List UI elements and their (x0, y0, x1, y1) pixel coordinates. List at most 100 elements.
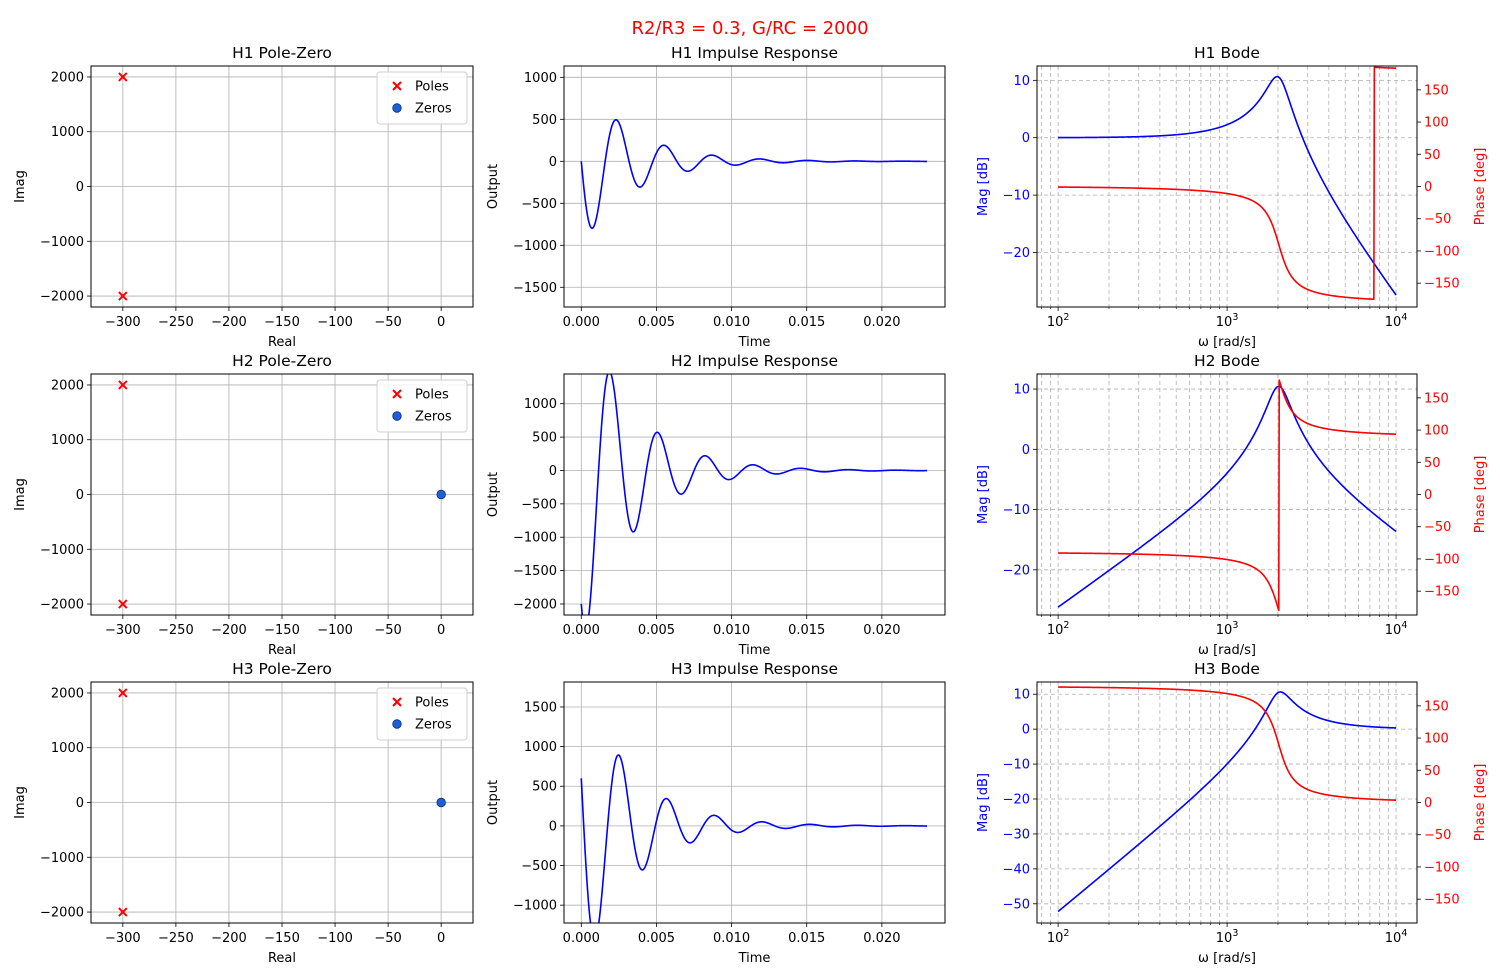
y-tick-label: 10 (1013, 688, 1030, 703)
x-tick-label: 102 (1047, 620, 1070, 638)
bode3-x-label: ω [rad/s] (1198, 951, 1256, 966)
y2-tick-label: −100 (1424, 552, 1460, 567)
imp3-plot-area (580, 754, 928, 923)
y-tick-label: −2000 (40, 906, 84, 921)
bode1-axes: 102 103 104−20−10010−150−100−50050100150Ph… (976, 44, 1488, 350)
x-tick-label: 0.015 (788, 315, 825, 330)
legend-zero-icon (392, 411, 402, 421)
imp1-x-label: Time (738, 335, 771, 350)
y-tick-label: −1000 (40, 543, 84, 558)
y2-tick-label: −100 (1424, 244, 1460, 259)
y-tick-label: −1000 (40, 851, 84, 866)
imp3-x-label: Time (738, 951, 771, 966)
x-tick-label: 103 (1216, 620, 1239, 638)
y-tick-label: 1000 (51, 125, 84, 140)
x-tick-label: −150 (264, 931, 300, 946)
y-tick-label: 0 (549, 155, 557, 170)
pz3-frame (90, 681, 474, 924)
imp2-y-label: Output (486, 472, 501, 517)
y-tick-label: −1000 (513, 239, 557, 254)
y-tick-label: −2000 (40, 598, 84, 613)
x-tick-label: −50 (374, 315, 401, 330)
y-tick-label: −1000 (40, 235, 84, 250)
y2-tick-label: 0 (1424, 796, 1432, 811)
pz3-legend: Poles Zeros (376, 687, 468, 741)
y-tick-label: 1000 (51, 433, 84, 448)
bode1-y-label: Mag [dB] (976, 157, 991, 216)
y-tick-label: −20 (1003, 793, 1030, 808)
x-tick-label: 0.000 (563, 315, 600, 330)
imp2-x-label: Time (738, 643, 771, 658)
y-tick-label: 2000 (51, 70, 84, 85)
x-tick-label: 0.010 (713, 623, 750, 638)
legend-label-poles: Poles (415, 388, 449, 403)
x-tick-label: 0.010 (713, 315, 750, 330)
bode1-x-label: ω [rad/s] (1198, 335, 1256, 350)
y2-tick-label: 0 (1424, 180, 1432, 195)
pz2-frame (90, 373, 474, 616)
y-tick-label: −40 (1003, 862, 1030, 877)
y2-tick-label: 50 (1424, 764, 1441, 779)
pz1-axes: −300 −250 −200 −150 −100 −50 0 −2000 −1000 0 1000 2… (13, 44, 474, 350)
y-tick-label: 1000 (524, 740, 557, 755)
imp1-axes: 0.000 0.005 0.010 0.015 0.020 −1500 −1000 −500 0… (486, 44, 946, 350)
magnitude-line (1057, 385, 1397, 608)
bode3-plot-area (1057, 686, 1397, 913)
y-tick-label: 1500 (524, 700, 557, 715)
y-tick-label: 0 (549, 464, 557, 479)
x-tick-label: −250 (158, 931, 194, 946)
x-tick-label: 103 (1216, 312, 1239, 330)
x-tick-label: −100 (317, 931, 353, 946)
y-tick-label: 2000 (51, 378, 84, 393)
pz2-legend: Poles Zeros (376, 379, 468, 433)
pole-marker (118, 907, 128, 917)
legend-pole-icon (392, 697, 402, 707)
phase-line (1057, 379, 1397, 612)
y-tick-label: −500 (521, 859, 557, 874)
impulse-response-line (580, 374, 928, 615)
pz3-axes: −300 −250 −200 −150 −100 −50 0 −2000 −1000 0 1000 2… (13, 660, 474, 966)
y-tick-label: 0 (549, 819, 557, 834)
pole-marker (118, 688, 128, 698)
impulse-response-line (580, 754, 928, 923)
y-tick-label: 10 (1013, 74, 1030, 89)
y-tick-label: 10 (1013, 383, 1030, 398)
x-tick-label: −100 (317, 623, 353, 638)
y-tick-label: −1000 (513, 899, 557, 914)
x-tick-label: −150 (264, 315, 300, 330)
x-tick-label: 0.015 (788, 623, 825, 638)
y2-tick-label: 100 (1424, 424, 1449, 439)
imp2-plot-area (580, 374, 928, 615)
y-tick-label: −1500 (513, 564, 557, 579)
bode3-frame (1036, 681, 1418, 924)
y-tick-label: 0 (1022, 443, 1030, 458)
bode3-y2-label: Phase [deg] (1473, 764, 1488, 842)
y-tick-label: −500 (521, 497, 557, 512)
pz2-x-label: Real (268, 643, 296, 658)
y2-tick-label: −150 (1424, 893, 1460, 908)
x-tick-label: 0.020 (863, 931, 900, 946)
zero-marker (436, 489, 446, 500)
bode1-frame (1036, 65, 1418, 308)
imp2-axes: 0.000 0.005 0.010 0.015 0.020 −2000 −1500 −1000… (486, 352, 946, 658)
imp3-axes: 0.000 0.005 0.010 0.015 0.020 −1000 −500 0 500 10… (486, 660, 946, 966)
pole-marker (118, 72, 128, 82)
imp3-y-label: Output (486, 780, 501, 825)
x-tick-label: 0.010 (713, 931, 750, 946)
y-tick-label: 500 (532, 780, 557, 795)
x-tick-label: −200 (211, 931, 247, 946)
x-tick-label: 102 (1047, 928, 1070, 946)
x-tick-label: −200 (211, 623, 247, 638)
zero-marker (436, 797, 446, 808)
pole-marker (118, 380, 128, 390)
pz1-frame (90, 65, 474, 308)
pole-marker (118, 291, 128, 301)
y-tick-label: −1000 (513, 531, 557, 546)
pz2-title: H2 Pole-Zero (232, 352, 332, 370)
figure-suptitle: R2/R3 = 0.3, G/RC = 2000 (631, 18, 868, 39)
x-tick-label: 104 (1385, 312, 1408, 330)
pz1-legend: Poles Zeros (376, 71, 468, 125)
legend-label-zeros: Zeros (415, 718, 452, 733)
phase-line (1057, 66, 1397, 301)
magnitude-line (1057, 691, 1397, 913)
